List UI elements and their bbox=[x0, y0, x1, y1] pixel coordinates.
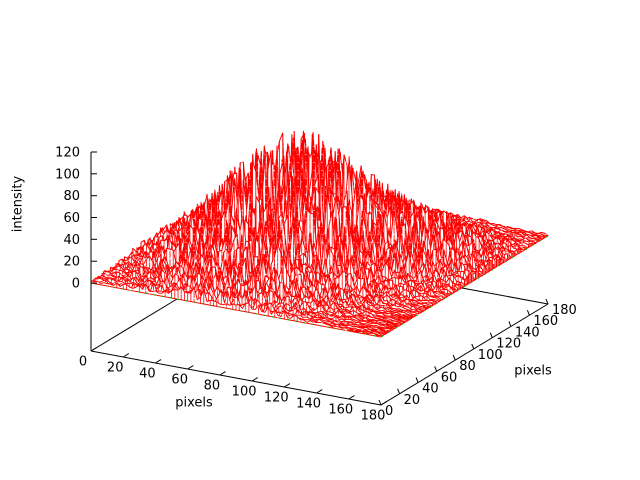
y-tick-label: 100 bbox=[478, 348, 503, 363]
x-tick-label: 140 bbox=[296, 397, 321, 412]
z-tick-label: 80 bbox=[63, 189, 80, 204]
x-tick-label: 100 bbox=[232, 385, 257, 400]
x-tick-label: 0 bbox=[79, 355, 87, 370]
speckle-overlay bbox=[86, 112, 560, 346]
x-axis-title: pixels bbox=[175, 395, 213, 411]
y-tick-label: 20 bbox=[404, 393, 421, 408]
y-tick-label: 120 bbox=[496, 337, 521, 352]
z-tick-label: 0 bbox=[72, 277, 80, 292]
z-axis-title: intensity bbox=[10, 175, 26, 233]
x-tick-label: 60 bbox=[171, 373, 188, 388]
y-tick-label: 0 bbox=[385, 404, 393, 419]
z-tick-label: 120 bbox=[55, 146, 80, 161]
z-tick-label: 40 bbox=[63, 233, 80, 248]
y-axis-title: pixels bbox=[514, 363, 552, 379]
z-tick-label: 20 bbox=[63, 255, 80, 270]
y-tick-label: 60 bbox=[441, 370, 458, 385]
z-tick-label: 60 bbox=[63, 211, 80, 226]
y-tick-label: 160 bbox=[533, 314, 558, 329]
x-tick-label: 80 bbox=[204, 379, 221, 394]
x-tick-label: 180 bbox=[361, 409, 386, 424]
x-tick-label: 160 bbox=[328, 403, 353, 418]
z-tick-label: 100 bbox=[55, 167, 80, 182]
y-tick-label: 140 bbox=[515, 325, 540, 340]
y-tick-label: 80 bbox=[459, 359, 476, 374]
y-tick-label: 40 bbox=[422, 382, 439, 397]
axes bbox=[90, 151, 549, 406]
x-tick-label: 20 bbox=[107, 361, 124, 376]
x-tick-label: 40 bbox=[139, 367, 156, 382]
x-tick-label: 120 bbox=[264, 391, 289, 406]
surface-underside-edge bbox=[90, 235, 549, 338]
y-tick-label: 180 bbox=[552, 303, 577, 318]
